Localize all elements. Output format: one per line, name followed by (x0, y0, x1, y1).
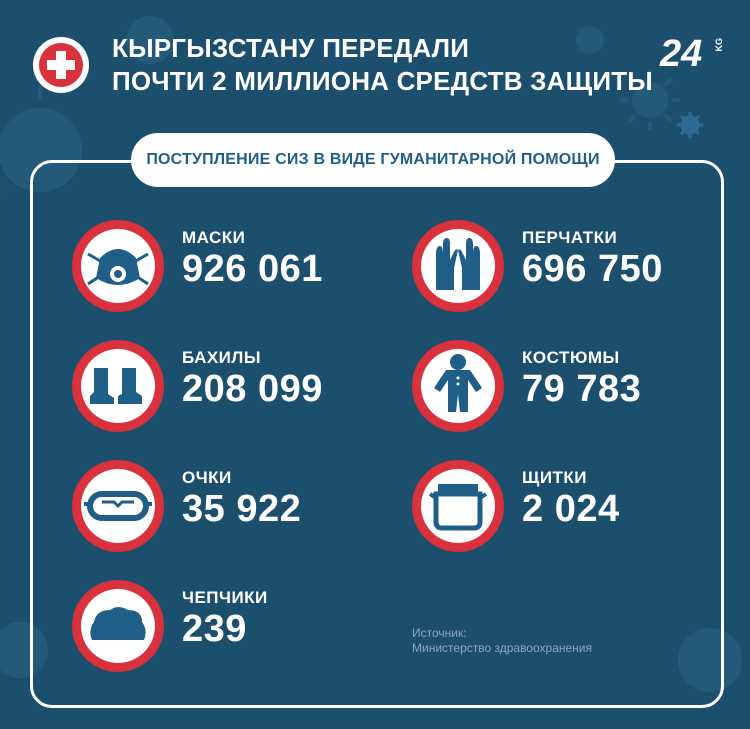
cap-icon (72, 580, 164, 672)
item-caps: ЧЕПЧИКИ 239 (70, 578, 400, 674)
subtitle-pill: ПОСТУПЛЕНИЕ СИЗ В ВИДЕ ГУМАНИТАРНОЙ ПОМО… (131, 133, 615, 187)
item-value: 696 750 (522, 248, 663, 290)
item-gloves: ПЕРЧАТКИ 696 750 (410, 218, 740, 314)
suit-icon (412, 340, 504, 432)
subtitle-text: ПОСТУПЛЕНИЕ СИЗ В ВИДЕ ГУМАНИТАРНОЙ ПОМО… (146, 151, 600, 168)
item-suits: КОСТЮМЫ 79 783 (410, 338, 740, 434)
item-label: ОЧКИ (182, 468, 232, 487)
red-cross-icon (33, 37, 89, 93)
brand-logo-suffix: KG (714, 38, 724, 52)
item-value: 208 099 (182, 368, 323, 410)
item-label: БАХИЛЫ (182, 348, 261, 367)
item-value: 35 922 (182, 488, 302, 530)
item-shoe-covers: БАХИЛЫ 208 099 (70, 338, 400, 434)
item-label: ЧЕПЧИКИ (182, 588, 268, 607)
item-label: КОСТЮМЫ (522, 348, 620, 367)
source-label: Источник: (412, 626, 467, 640)
item-label: ЩИТКИ (522, 468, 588, 487)
title-line-1: КЫРГЫЗСТАНУ ПЕРЕДАЛИ (112, 33, 470, 63)
brand-logo: 24 (659, 33, 702, 72)
source-note: Источник: Министерство здравоохранения (412, 626, 592, 656)
item-label: ПЕРЧАТКИ (522, 228, 618, 247)
item-value: 926 061 (182, 248, 323, 290)
goggles-icon (72, 460, 164, 552)
source-name: Министерство здравоохранения (412, 641, 592, 655)
mask-icon (72, 220, 164, 312)
item-label: МАСКИ (182, 228, 246, 247)
item-value: 239 (182, 608, 247, 650)
title-line-2: ПОЧТИ 2 МИЛЛИОНА СРЕДСТВ ЗАЩИТЫ (112, 66, 653, 96)
face-shield-icon (412, 460, 504, 552)
item-face-shields: ЩИТКИ 2 024 (410, 458, 740, 554)
item-masks: МАСКИ 926 061 (70, 218, 400, 314)
gloves-icon (412, 220, 504, 312)
page-title: КЫРГЫЗСТАНУ ПЕРЕДАЛИ ПОЧТИ 2 МИЛЛИОНА СР… (112, 32, 653, 98)
brand-logo-text: 24 (659, 33, 702, 72)
shoe-covers-icon (72, 340, 164, 432)
item-value: 2 024 (522, 488, 620, 530)
item-value: 79 783 (522, 368, 642, 410)
item-goggles: ОЧКИ 35 922 (70, 458, 400, 554)
